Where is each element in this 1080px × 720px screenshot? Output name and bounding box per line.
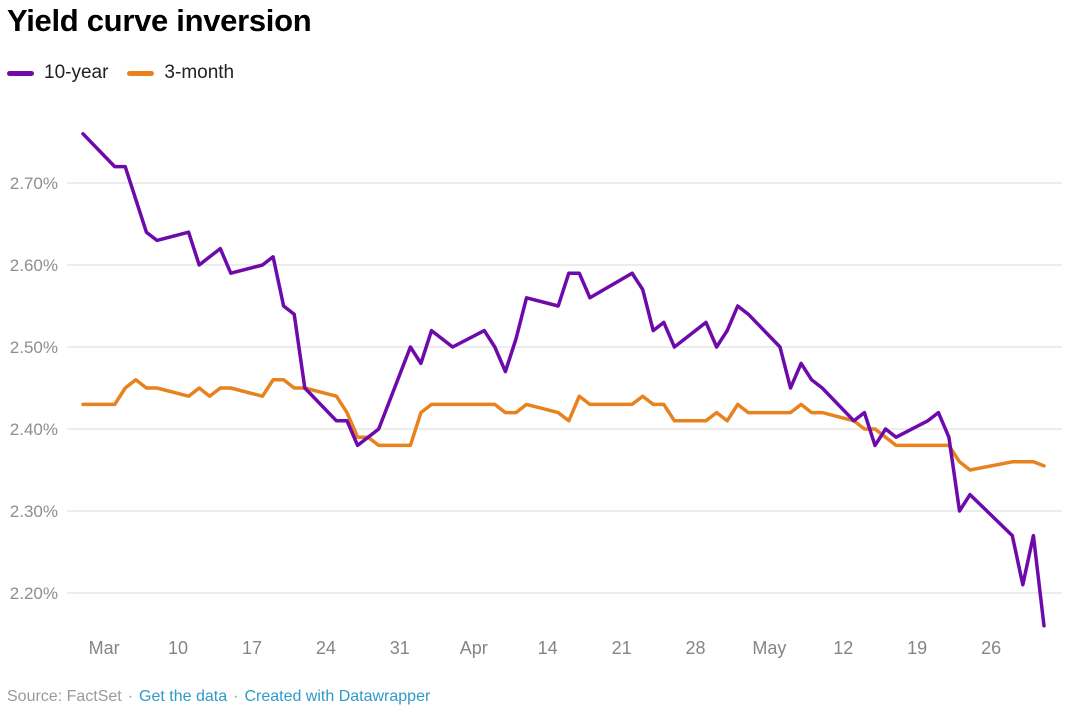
x-axis-label: 17 [242,638,262,658]
x-axis-label: 10 [168,638,188,658]
x-axis-label: May [752,638,786,658]
series-line-10-year [81,132,1046,628]
legend-label-3-month: 3-month [164,62,235,83]
page-title: Yield curve inversion [7,3,312,38]
y-axis-label: 2.20% [10,584,58,603]
y-axis-label: 2.60% [10,256,58,275]
y-axis-label: 2.40% [10,420,58,439]
separator-dot: · [127,688,134,705]
x-axis-label: 31 [390,638,410,658]
x-axis-label: 24 [316,638,336,658]
created-with-datawrapper-link[interactable]: Created with Datawrapper [244,688,431,705]
y-axis-label: 2.30% [10,502,58,521]
series-line-3-month [81,378,1046,472]
x-axis-label: 28 [685,638,705,658]
chart: 2.20% 2.30% 2.40% 2.50% 2.60% 2.70% Mar 10 17 24 3… [10,132,1062,658]
legend-item-10-year: 10-year [7,61,108,85]
get-the-data-link[interactable]: Get the data [139,688,228,705]
x-axis-label: Mar [89,638,120,658]
separator-dot: · [233,688,239,705]
y-axis-label: 2.70% [10,174,58,193]
legend-swatch-3-month-icon [127,70,155,76]
x-axis-label: 19 [907,638,927,658]
legend: 10-year 3-month [7,61,234,85]
x-axis-label: 21 [612,638,632,658]
x-axis-label: 12 [833,638,853,658]
x-axis-label: Apr [460,638,488,658]
footer: Source: FactSet · Get the data · Created wit… [7,688,430,706]
x-axis-label: 14 [538,638,558,658]
y-axis-label: 2.50% [10,338,58,357]
legend-swatch-10-year-icon [7,70,34,76]
x-axis-label: 26 [981,638,1001,658]
legend-label-10-year: 10-year [44,62,109,83]
legend-item-3-month: 3-month [127,61,234,85]
source-text: Source: FactSet [7,688,122,705]
